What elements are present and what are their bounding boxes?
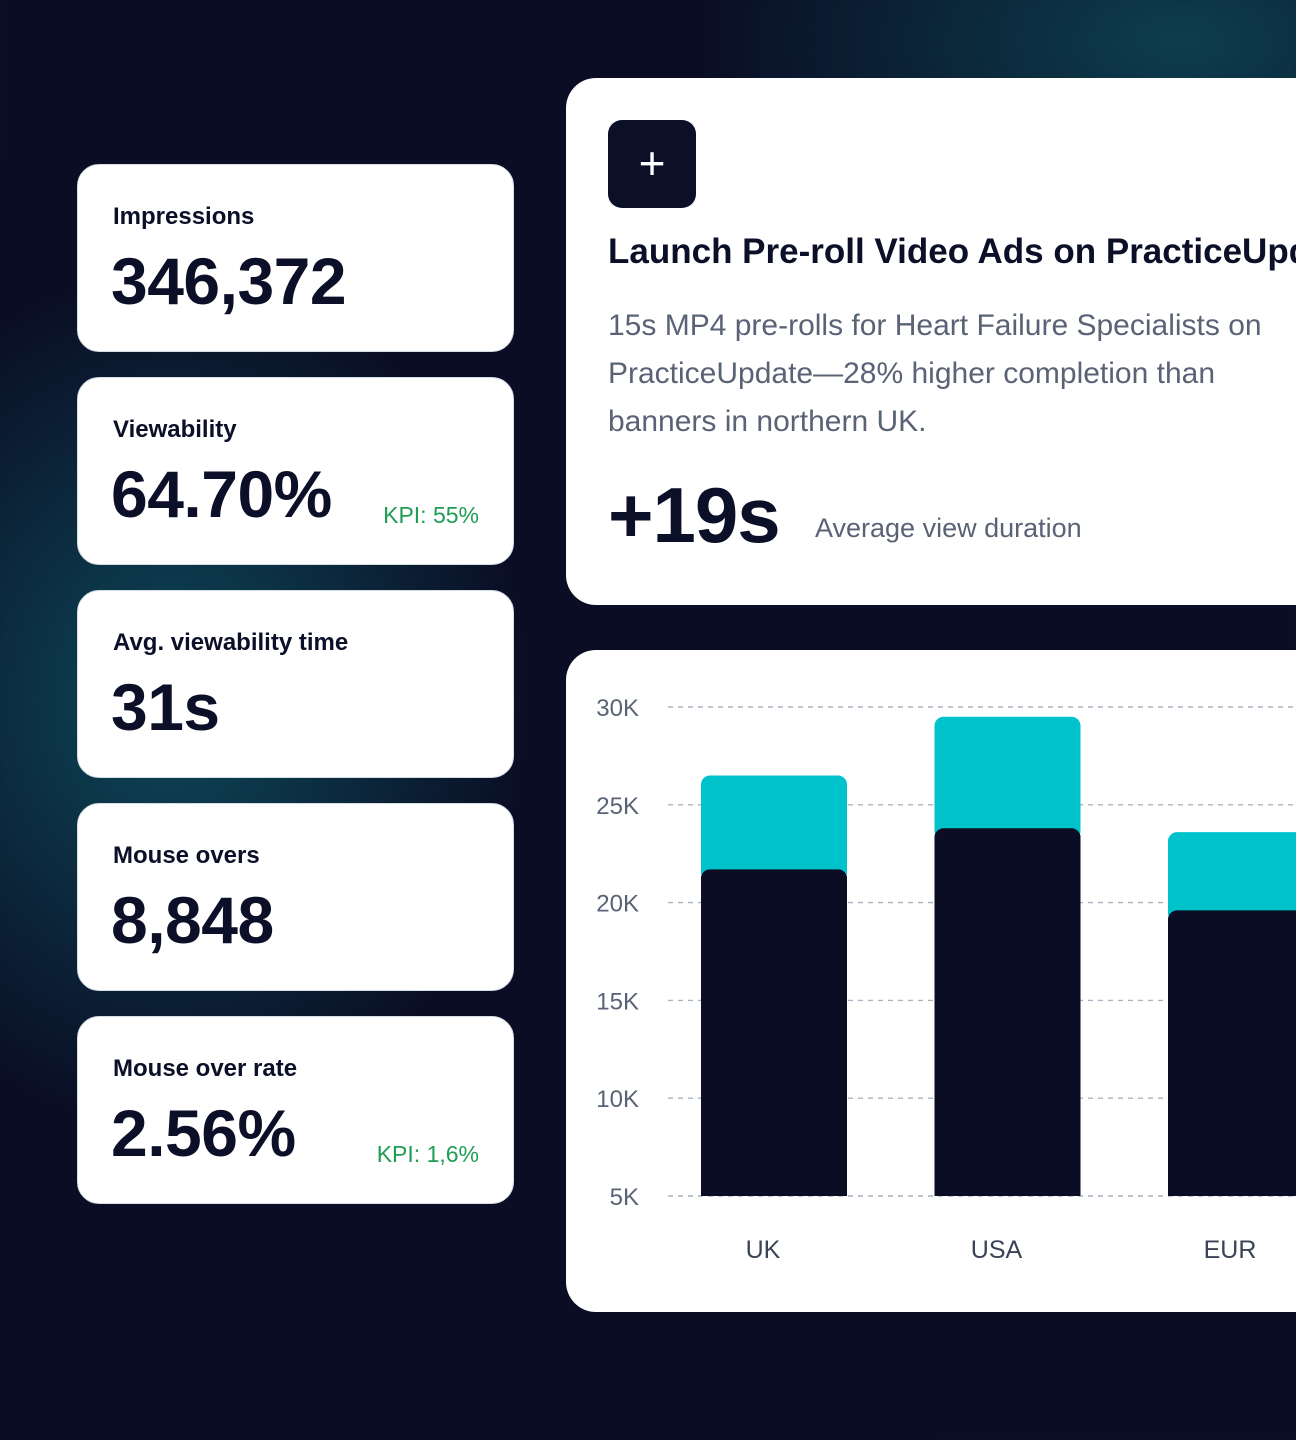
bar-usa-base-front xyxy=(934,828,1081,1196)
bar-uk-base-foot xyxy=(701,1184,847,1196)
avg-viewability-time-label: Avg. viewability time xyxy=(113,629,349,656)
recommendation-title: Launch Pre-roll Video Ads on PracticeUpd… xyxy=(608,232,1296,271)
impressions-card: Impressions 346,372 xyxy=(77,164,514,352)
mouse-over-rate-kpi: KPI: 1,6% xyxy=(376,1141,479,1167)
bar-eur-base-front xyxy=(1168,910,1296,1196)
avg-viewability-time-value: 31s xyxy=(111,670,220,744)
recommendation-description: 15s MP4 pre-rolls for Heart Failure Spec… xyxy=(608,309,1262,438)
stacked-bar-chart: 30K 25K 20K 15K 10K 5K UK USA EUR xyxy=(596,695,1296,1264)
mouse-over-rate-value: 2.56% xyxy=(111,1096,296,1170)
recommendation-stat-label: Average view duration xyxy=(815,513,1082,543)
impressions-value: 346,372 xyxy=(111,244,347,318)
y-tick-label-25k: 25K xyxy=(596,793,639,820)
y-tick-label-20k: 20K xyxy=(596,891,639,918)
y-tick-label-30k: 30K xyxy=(596,695,639,722)
mouse-over-rate-label: Mouse over rate xyxy=(113,1055,298,1082)
recommendation-stat-value: +19s xyxy=(608,471,781,559)
bar-uk-base-front xyxy=(701,869,847,1196)
bar-eur-top xyxy=(1168,832,1296,923)
x-category-label-usa: USA xyxy=(971,1236,1023,1264)
recommendation-card: + Launch Pre-roll Video Ads on PracticeU… xyxy=(566,78,1296,605)
x-category-label-eur: EUR xyxy=(1204,1236,1257,1264)
viewability-card: Viewability 64.70% KPI: 55% xyxy=(77,377,514,565)
mouse-overs-card: Mouse overs 8,848 xyxy=(77,803,514,991)
plus-icon: + xyxy=(638,137,666,189)
y-tick-label-5k: 5K xyxy=(610,1184,639,1211)
bar-uk-top xyxy=(701,775,847,882)
viewability-value: 64.70% xyxy=(111,457,332,531)
add-button[interactable]: + xyxy=(608,120,696,208)
mouse-overs-label: Mouse overs xyxy=(113,842,260,869)
viewability-kpi: KPI: 55% xyxy=(383,502,479,528)
bar-usa-top xyxy=(934,716,1081,841)
bar-chart-card: 30K 25K 20K 15K 10K 5K UK USA EUR xyxy=(566,650,1296,1312)
mouse-overs-value: 8,848 xyxy=(111,883,274,957)
y-tick-label-15k: 15K xyxy=(596,988,639,1015)
bar-usa-base-foot xyxy=(934,1184,1081,1196)
bar-eur-base-foot xyxy=(1168,1184,1296,1196)
impressions-label: Impressions xyxy=(113,203,255,230)
x-category-label-uk: UK xyxy=(746,1236,781,1264)
mouse-over-rate-card: Mouse over rate 2.56% KPI: 1,6% xyxy=(77,1016,514,1204)
viewability-label: Viewability xyxy=(113,416,237,443)
avg-viewability-time-card: Avg. viewability time 31s xyxy=(77,590,514,778)
y-tick-label-10k: 10K xyxy=(596,1086,639,1113)
